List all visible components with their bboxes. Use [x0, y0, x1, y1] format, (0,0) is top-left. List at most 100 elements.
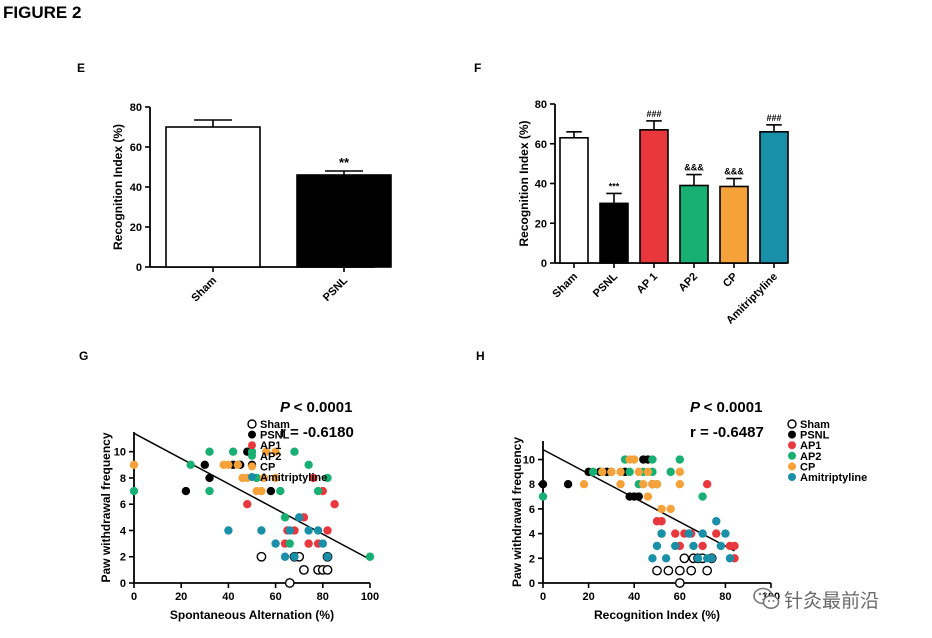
legend-marker: [248, 430, 256, 439]
legend-label: CP: [260, 461, 275, 473]
significance-label: ###: [766, 113, 781, 123]
watermark-text: 针灸最前沿: [784, 590, 880, 612]
data-point: [285, 539, 294, 548]
panel-f: F 0 20 40 60 80 Recognition Index (%) Sham PSNL *…: [474, 61, 789, 327]
x-tick-label: Sham: [189, 274, 219, 304]
series-cp: [579, 455, 684, 514]
y-tick-label: 0: [120, 578, 126, 590]
data-point: [181, 486, 191, 496]
legend-marker: [788, 473, 796, 481]
data-point: [285, 526, 294, 535]
legend-marker: [788, 441, 796, 450]
data-point: [657, 529, 666, 538]
data-point: [205, 447, 214, 456]
data-point: [313, 486, 323, 496]
legend-marker: [248, 451, 256, 460]
data-point: [257, 526, 266, 535]
data-point: [657, 504, 666, 514]
y-tick-label: 40: [130, 182, 142, 194]
data-point: [702, 565, 713, 576]
bar-sham: [165, 126, 261, 268]
data-point: [304, 526, 313, 535]
bar-ap-1: [639, 129, 669, 264]
data-point: [639, 480, 648, 489]
significance-label: ***: [609, 181, 620, 191]
y-tick-label: 4: [529, 529, 536, 541]
data-point: [284, 578, 295, 588]
y-tick-label: 4: [120, 525, 127, 537]
data-point: [290, 447, 299, 456]
panel-e: E 0 20 40 60 80 Recognition Index (%) Sham PSNL *…: [77, 61, 392, 304]
data-point: [309, 473, 318, 483]
data-point: [698, 541, 707, 551]
series-psnl: [538, 455, 657, 501]
stat-p-label: P: [690, 399, 704, 416]
y-axis-label: Paw withdrawal frequency: [99, 432, 113, 582]
series-amitriptyline: [224, 513, 332, 561]
data-point: [634, 467, 643, 477]
x-tick-label: 60: [269, 591, 281, 603]
data-point: [224, 460, 233, 470]
data-point: [276, 486, 285, 496]
data-point: [313, 526, 323, 535]
data-point: [652, 541, 662, 551]
data-point: [365, 552, 375, 561]
legend-label: AP2: [260, 451, 281, 463]
x-tick-label: CP: [721, 271, 740, 290]
legend-marker: [788, 462, 796, 471]
data-point: [598, 467, 607, 477]
x-axis-label: Recognition Index (%): [594, 608, 720, 622]
data-point: [224, 526, 233, 535]
data-point: [280, 552, 290, 561]
data-point: [707, 554, 716, 563]
y-tick-label: 0: [529, 578, 535, 590]
stat-p-number: < 0.0001: [704, 399, 763, 416]
data-point: [648, 455, 657, 464]
legend-label: Sham: [800, 419, 830, 431]
data-point: [721, 529, 730, 538]
y-axis-label: Recognition Index (%): [517, 120, 531, 246]
data-point: [716, 541, 726, 551]
data-point: [323, 473, 332, 483]
data-point: [616, 467, 625, 477]
legend-marker: [788, 430, 796, 439]
data-point: [266, 486, 276, 496]
data-point: [295, 513, 304, 522]
data-point: [538, 492, 548, 501]
data-point: [725, 554, 735, 563]
x-tick-label: 40: [222, 591, 234, 603]
data-point: [702, 480, 712, 489]
x-tick-label: 40: [628, 591, 640, 603]
data-point: [228, 447, 238, 456]
data-point: [643, 492, 653, 501]
series-ap1: [652, 480, 739, 563]
x-tick-label: 60: [674, 591, 686, 603]
data-point: [243, 500, 252, 509]
data-point: [205, 473, 214, 483]
y-tick-label: 60: [130, 142, 142, 154]
legend-marker: [248, 441, 256, 450]
data-point: [674, 565, 685, 576]
series-ap1: [243, 473, 339, 548]
data-point: [233, 460, 243, 470]
data-point: [674, 578, 685, 588]
data-point: [675, 455, 684, 464]
x-tick-label: 20: [175, 591, 187, 603]
data-point: [679, 553, 690, 564]
y-tick-label: 60: [535, 139, 547, 151]
watermark: 针灸最前沿: [752, 584, 922, 614]
data-point: [698, 492, 707, 501]
significance-label: &&&: [684, 163, 704, 173]
bar-psnl: [599, 202, 629, 264]
series-ap2: [538, 455, 707, 538]
legend-label: AP1: [800, 440, 821, 452]
y-tick-label: 80: [535, 99, 547, 111]
x-tick-label: AP2: [676, 271, 700, 295]
stat-p-value: P < 0.0001: [280, 399, 352, 416]
y-tick-label: 6: [120, 499, 126, 511]
stat-p-number: < 0.0001: [294, 399, 353, 416]
series-amitriptyline: [648, 517, 735, 563]
data-point: [271, 447, 280, 456]
